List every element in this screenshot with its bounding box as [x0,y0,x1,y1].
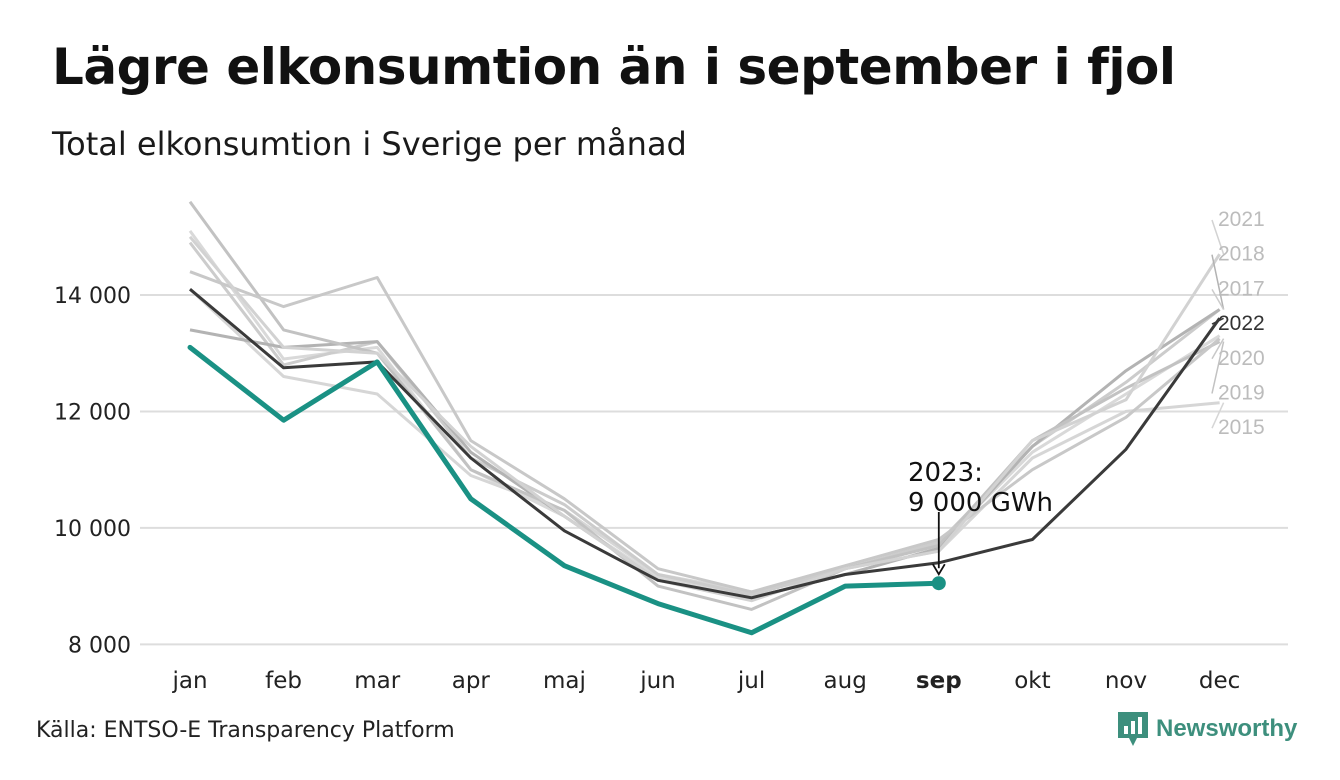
x-tick-label: feb [265,668,302,694]
series-line-2019 [188,200,1221,611]
x-tick-label: dec [1199,668,1240,694]
legend-leader-line [1211,402,1225,429]
annotation-value: 9 000 GWh [908,488,1053,518]
current-value-point [931,576,946,591]
series-line-2015 [188,288,1220,594]
bar-chart-logo-icon [1118,712,1148,746]
chart-subtitle: Total elkonsumtion i Sverige per månad [52,125,687,163]
annotation-arrowhead [932,563,946,576]
x-tick-label: okt [1014,668,1050,694]
legend-leader-line [1211,254,1225,310]
x-tick-label: jan [171,668,207,694]
series-label: 2019 [1218,382,1265,405]
y-tick-label: 14 000 [54,284,131,309]
legend-leader-line [1211,289,1225,310]
source-note: Källa: ENTSO-E Transparency Platform [36,718,455,743]
series-line-2023 [187,344,942,636]
series-label: 2015 [1218,416,1265,439]
series-line-2016 [188,230,1221,597]
x-tick-label: maj [543,668,586,694]
chart-title: Lägre elkonsumtion än i september i fjol [52,38,1176,96]
legend-leader-line [1211,338,1225,360]
x-tick-label: jun [639,668,676,694]
series-line-2022 [189,288,1221,600]
legend-leader-line [1211,219,1225,255]
series-label: 2017 [1218,277,1265,300]
y-tick-label: 12 000 [54,400,131,425]
x-tick-label: nov [1105,668,1147,694]
series-label: 2020 [1218,347,1265,370]
brand-logo-link[interactable]: Newsworthy [1118,712,1297,746]
x-tick-label: jul [737,668,765,694]
series-line-2017 [188,241,1221,597]
legend-leader-line [1211,341,1225,394]
x-tick-label: aug [824,668,867,694]
series-line-2020 [189,270,1221,594]
brand-name: Newsworthy [1156,715,1298,742]
series-label: 2021 [1218,208,1265,231]
x-tick-label: sep [916,668,962,694]
y-tick-label: 10 000 [54,517,131,542]
y-tick-label: 8 000 [68,633,131,658]
series-label: 2018 [1218,243,1265,266]
x-tick-label: mar [354,668,400,694]
series-label: 2022 [1218,312,1265,335]
annotation-label: 2023: [908,458,983,488]
legend-leader-line [1211,317,1224,325]
x-tick-label: apr [452,668,491,694]
